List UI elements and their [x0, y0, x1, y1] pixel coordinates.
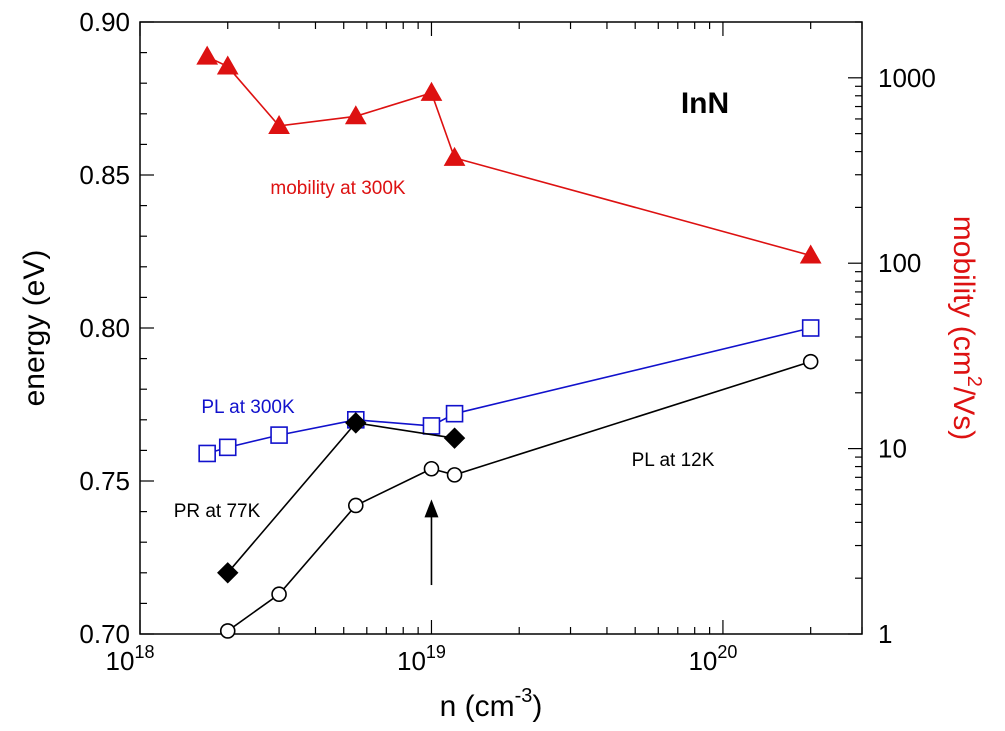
- series-annotation: PL at 300K: [201, 397, 295, 418]
- y-left-axis-title: energy (eV): [18, 250, 51, 407]
- axes-group: [139, 21, 863, 635]
- data-point: [271, 586, 287, 603]
- data-point: [268, 114, 290, 134]
- data-point: [216, 55, 239, 75]
- labels-group: 1018 1019 1020 0.70 0.75 0.80 0.85 0.90 1 10 100 10…: [18, 7, 985, 723]
- x-tick-label: 1019: [397, 642, 446, 676]
- data-point: [422, 417, 441, 435]
- data-point: [802, 353, 819, 370]
- data-point: [345, 412, 367, 434]
- y-right-tick-label: 100: [878, 248, 921, 278]
- data-point: [446, 467, 463, 483]
- y-left-tick-label: 0.70: [79, 619, 130, 649]
- data-point: [270, 426, 288, 444]
- y-left-tick-label: 0.90: [79, 7, 130, 37]
- data-point: [196, 45, 219, 65]
- data-point: [344, 105, 367, 125]
- y-right-tick-label: 1000: [878, 63, 936, 93]
- y-left-tick-label: 0.80: [79, 313, 130, 343]
- series-group: [196, 45, 822, 639]
- data-point: [420, 81, 443, 101]
- y-left-tick-label: 0.75: [79, 466, 130, 496]
- y-right-tick-label: 1: [878, 619, 892, 649]
- series-line: [227, 422, 455, 574]
- series-annotation: mobility at 300K: [270, 178, 406, 199]
- data-point: [443, 427, 466, 449]
- data-point: [218, 438, 237, 457]
- y-left-tick-label: 0.85: [79, 160, 130, 190]
- data-point: [423, 460, 440, 477]
- series-line: [227, 360, 811, 632]
- y-right-tick-label: 10: [878, 434, 907, 464]
- data-point: [445, 404, 464, 423]
- series-pl-at-300k: [198, 319, 820, 463]
- data-point: [217, 562, 239, 584]
- plot-frame: [139, 21, 863, 635]
- series-annotation: PL at 12K: [632, 450, 715, 471]
- data-point: [443, 146, 466, 166]
- series-pl-at-12k: [219, 353, 819, 639]
- x-axis-title: n (cm-3): [440, 685, 543, 723]
- data-point: [799, 244, 822, 264]
- data-point: [347, 497, 364, 514]
- x-tick-label: 1018: [106, 642, 155, 676]
- series-mobility-at-300k: [196, 45, 822, 264]
- series-annotation: PR at 77K: [174, 501, 261, 522]
- arrow-head: [424, 499, 439, 518]
- data-point: [219, 623, 236, 639]
- data-point: [801, 319, 820, 337]
- series-pr-at-77k: [217, 412, 466, 584]
- data-point: [198, 444, 216, 463]
- y-right-axis-title: mobility (cm2/Vs): [947, 216, 985, 440]
- chart-title: InN: [681, 87, 729, 120]
- x-tick-label: 1020: [688, 642, 737, 676]
